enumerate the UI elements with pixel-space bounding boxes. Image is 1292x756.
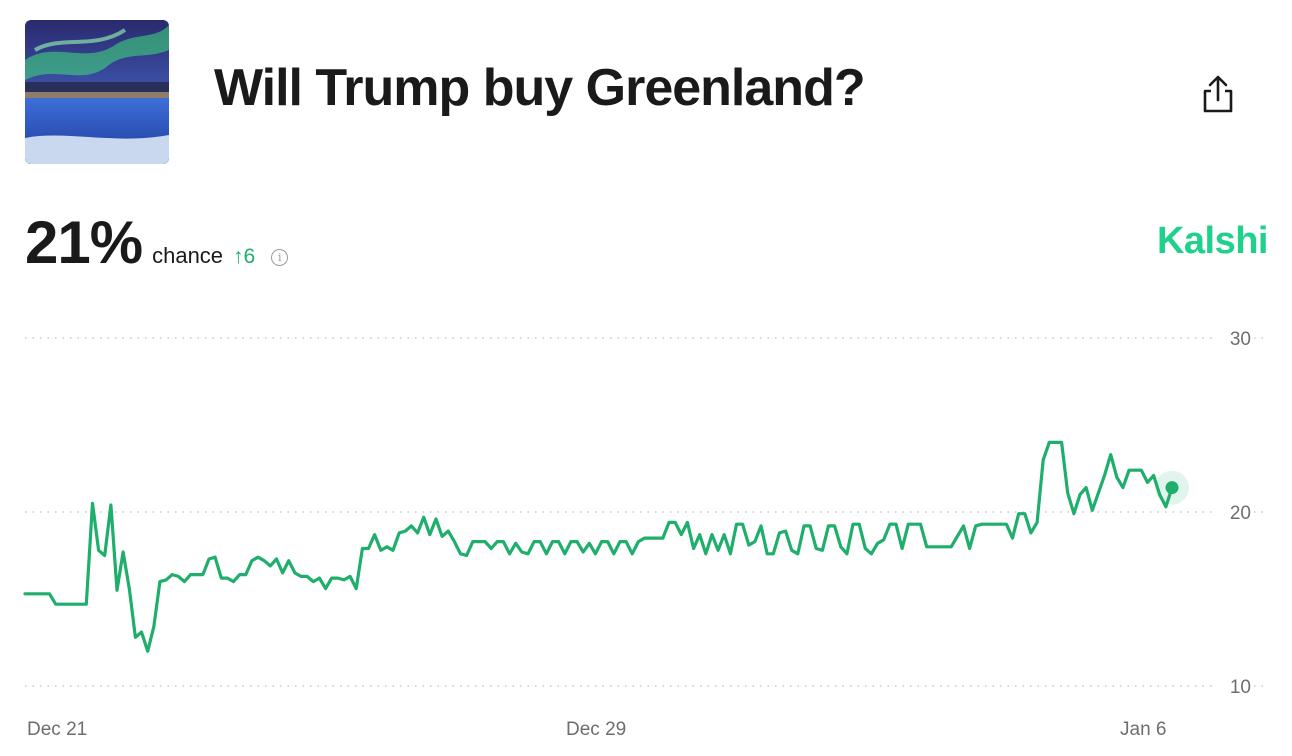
x-tick-label: Jan 6 [1120,719,1166,740]
price-chart: 10 20 30 Dec 21 Dec 29 Jan 6 [23,329,1265,740]
info-icon[interactable]: i [271,249,289,266]
current-point [1165,481,1179,495]
page-title: Will Trump buy Greenland? [214,59,866,117]
probability-delta: ↑6 [233,245,256,268]
x-tick-label: Dec 29 [566,719,626,740]
share-icon [1203,75,1233,113]
share-button[interactable] [1198,70,1238,118]
y-tick-label: 30 [1230,329,1251,350]
probability-label: chance [152,243,224,268]
series-line [23,440,1174,653]
brand-logo[interactable]: Kalshi [1156,220,1269,262]
x-tick-label: Dec 21 [27,719,87,740]
y-tick-label: 20 [1230,503,1251,524]
probability-value: 21% [25,209,143,276]
y-tick-label: 10 [1230,677,1251,698]
market-image [25,20,169,164]
probability-summary: 21% chance ↑6 i [25,208,289,278]
